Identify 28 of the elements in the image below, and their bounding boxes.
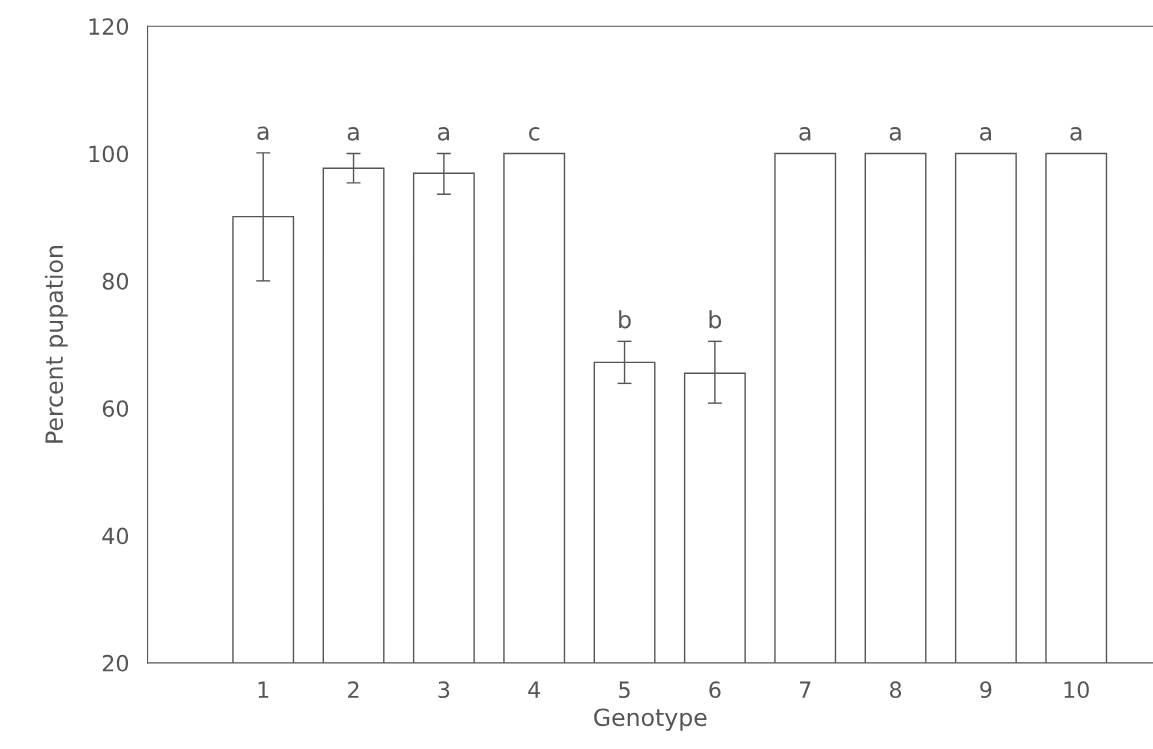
y-tick-label: 120	[89, 18, 129, 35]
annotation: a	[347, 127, 359, 141]
annotation: c	[529, 127, 540, 141]
annotation: a	[438, 127, 449, 141]
y-tick-label: 20	[102, 654, 129, 672]
x-tick-label: 6	[709, 681, 721, 699]
y-tick-label: 60	[102, 400, 129, 417]
y-tick-label: 80	[102, 272, 129, 290]
x-tick-label: 8	[889, 681, 902, 699]
x-tick-label: 7	[799, 681, 811, 698]
x-tick-label: 4	[528, 681, 541, 698]
annotation: b	[709, 310, 722, 329]
x-tick-label: 5	[619, 681, 630, 699]
x-axis-title: Genotype	[594, 708, 707, 731]
x-tick-label: 2	[348, 681, 359, 698]
x-tick-label: 9	[980, 681, 992, 699]
annotation: a	[257, 126, 269, 140]
annotation: a	[1070, 127, 1082, 141]
annotation: b	[619, 310, 631, 329]
y-tick-label: 100	[89, 145, 129, 163]
x-tick-label: 10	[1064, 681, 1089, 699]
x-tick-label: 3	[438, 681, 450, 699]
y-axis-title: Percent pupation	[44, 246, 68, 443]
annotation: a	[799, 127, 811, 141]
x-tick-label: 1	[258, 681, 269, 698]
annotation: a	[980, 127, 991, 141]
annotation: a	[889, 127, 901, 141]
y-tick-label: 40	[102, 527, 129, 545]
